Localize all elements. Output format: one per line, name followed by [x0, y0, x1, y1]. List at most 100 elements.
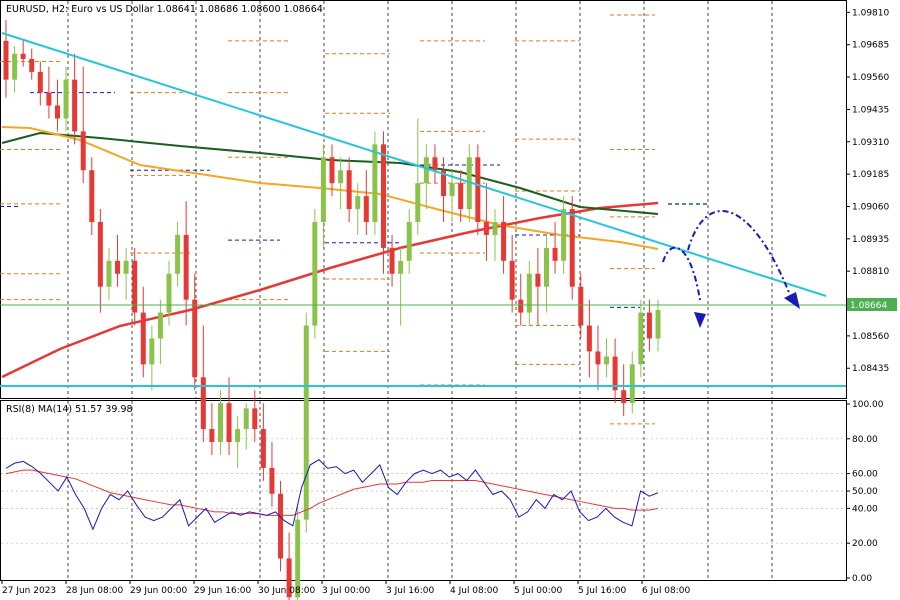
- rsi-tick-label: 100.00: [852, 400, 884, 410]
- candle-body: [72, 79, 78, 132]
- candle-body: [355, 196, 361, 210]
- time-tick-label: 3 Jul 00:00: [322, 586, 371, 596]
- candle-body: [638, 312, 644, 365]
- candle-body: [372, 144, 378, 222]
- candle-body: [54, 105, 60, 119]
- candle-body: [123, 260, 129, 274]
- ma-long-red: [1, 201, 659, 379]
- candle-body: [278, 493, 284, 559]
- candle-body: [346, 170, 352, 210]
- candle-body: [535, 273, 541, 287]
- candle-body: [380, 144, 386, 248]
- candle-body: [569, 209, 575, 287]
- candle-body: [166, 273, 172, 313]
- dashed-level-lines: [0, 14, 655, 425]
- candle-body: [46, 92, 52, 106]
- candle-body: [595, 351, 601, 365]
- candle-body: [192, 299, 198, 378]
- rsi-tick-label: 0.00: [852, 574, 872, 584]
- rsi-tick-label: 80.00: [852, 435, 878, 445]
- time-tick-label: 4 Jul 08:00: [450, 586, 499, 596]
- candle-body: [363, 196, 369, 222]
- rsi-series: [5, 459, 659, 531]
- candle-body: [415, 183, 421, 222]
- time-tick-label: 29 Jun 16:00: [194, 586, 251, 596]
- time-tick-label: 27 Jun 2023: [2, 586, 56, 596]
- price-tick-label: 1.09435: [852, 105, 889, 115]
- candle-body: [29, 58, 35, 72]
- candle-body: [20, 53, 26, 59]
- candle-body: [320, 157, 326, 222]
- rsi-tick-label: 40.00: [852, 504, 878, 514]
- price-tick-label: 1.09310: [852, 138, 889, 148]
- ma-short-orange: [1, 126, 659, 250]
- price-tick-label: 1.09810: [852, 8, 889, 18]
- candle-body: [269, 467, 275, 494]
- current-price-tag: 1.08664: [847, 298, 897, 311]
- rsi-ma-line: [5, 469, 659, 516]
- current-price-label: 1.08664: [850, 301, 887, 311]
- candle-body: [621, 390, 627, 404]
- candle-body: [561, 209, 567, 261]
- candle-body: [449, 183, 455, 197]
- candle-body: [578, 286, 584, 326]
- candle-body: [509, 260, 515, 300]
- candle-body: [655, 310, 661, 339]
- candle-body: [441, 170, 447, 197]
- candle-body: [295, 519, 301, 598]
- price-panel-frame: [0, 0, 847, 399]
- candle-body: [3, 40, 9, 80]
- candle-body: [543, 247, 549, 287]
- candle-body: [12, 53, 18, 80]
- candle-body: [612, 356, 618, 391]
- time-tick-label: 5 Jul 16:00: [578, 586, 627, 596]
- rsi-header: RSI(8) MA(14) 51.57 39.98: [6, 404, 133, 415]
- candle-body: [132, 260, 138, 313]
- candle-body: [458, 183, 464, 210]
- candle-body: [483, 222, 489, 235]
- candle-body: [389, 247, 395, 274]
- price-tick-label: 1.08810: [852, 267, 889, 277]
- price-tick-label: 1.08435: [852, 364, 889, 374]
- candle-body: [89, 170, 95, 222]
- candle-body: [149, 338, 155, 365]
- candle-body: [646, 312, 652, 339]
- candle-body: [157, 312, 163, 339]
- time-tick-label: 6 Jul 08:00: [642, 586, 691, 596]
- time-tick-label: 5 Jul 00:00: [514, 586, 563, 596]
- candle-body: [303, 325, 309, 520]
- candle-body: [312, 222, 318, 326]
- candle-body: [492, 222, 498, 235]
- candle-body: [175, 234, 181, 274]
- rsi-tick-label: 50.00: [852, 487, 878, 497]
- candle-body: [63, 79, 69, 119]
- candle-body: [183, 234, 189, 300]
- candle-body: [97, 222, 103, 287]
- price-tick-label: 1.09685: [852, 41, 889, 51]
- candle-body: [106, 260, 112, 287]
- candle-body: [80, 131, 86, 171]
- forecast-arrows: [662, 203, 800, 328]
- time-tick-label: 29 Jun 00:00: [130, 586, 187, 596]
- descending-trendline[interactable]: [1, 32, 827, 297]
- candle-body: [226, 403, 232, 442]
- candle-body: [329, 157, 335, 184]
- candle-body: [398, 260, 404, 274]
- candle-body: [200, 377, 206, 430]
- rsi-line: [5, 459, 659, 531]
- candle-body: [406, 222, 412, 261]
- axes: 1.09810 1.09685 1.09560 1.09435 1.09310 1.091…: [1, 8, 889, 596]
- rsi-panel-frame: [0, 400, 847, 581]
- candle-body: [260, 429, 266, 468]
- time-tick-label: 28 Jun 08:00: [66, 586, 123, 596]
- forecast-arrowhead-right: [784, 292, 800, 309]
- grid-lines: [1, 1, 846, 580]
- price-tick-label: 1.09060: [852, 202, 889, 212]
- price-tick-label: 1.09560: [852, 73, 889, 83]
- candle-body: [552, 247, 558, 261]
- symbol-header: EURUSD, H2: Euro vs US Dollar 1.08641 1.…: [6, 4, 323, 15]
- candle-body: [243, 408, 249, 430]
- candle-body: [475, 157, 481, 222]
